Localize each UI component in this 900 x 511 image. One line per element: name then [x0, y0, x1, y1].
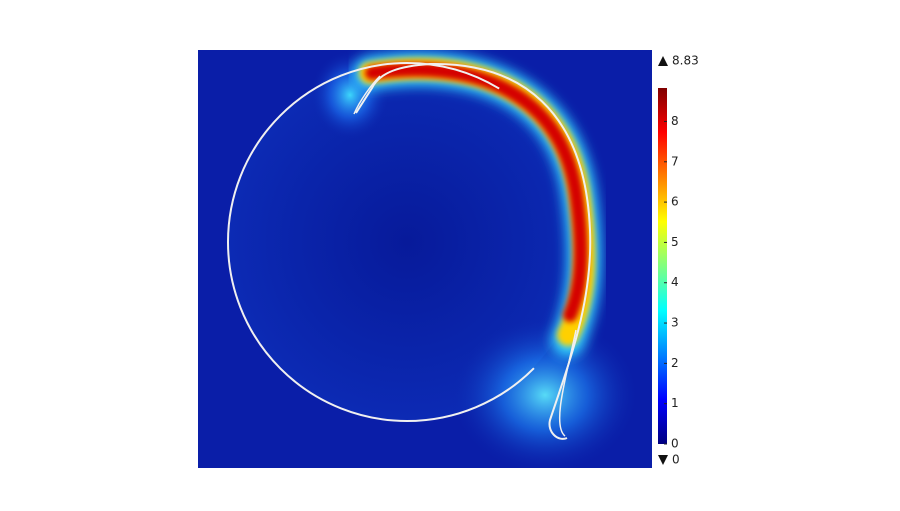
- boundary: [227, 62, 587, 422]
- boundary: [353, 75, 381, 115]
- colorbar-tick-label: 4: [671, 275, 679, 289]
- max-label: 8.83: [672, 54, 699, 68]
- colorbar-tick-label: 1: [671, 396, 679, 410]
- colorbar-tick-label: 3: [671, 316, 679, 330]
- colorbar-tick-label: 6: [671, 195, 679, 209]
- boundary: [558, 329, 577, 437]
- colorbar-tick-label: 5: [671, 235, 679, 249]
- colorbar-tick-label: 8: [671, 114, 679, 128]
- glow: [450, 315, 640, 468]
- min-label: 0: [672, 453, 680, 467]
- field-plot: [198, 50, 652, 468]
- colorbar: [658, 88, 667, 444]
- colorbar-tick-label: 7: [671, 154, 679, 168]
- band-core: [365, 62, 588, 322]
- max-marker: [658, 56, 668, 66]
- boundary: [355, 62, 592, 440]
- colorbar-tick-label: 2: [671, 356, 679, 370]
- min-marker: [658, 455, 668, 465]
- colorbar-tick-label: 0: [671, 437, 679, 451]
